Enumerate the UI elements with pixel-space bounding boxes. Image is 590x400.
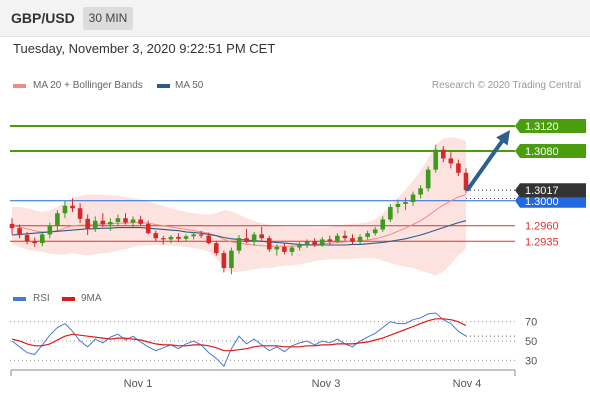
- candle-body: [403, 202, 408, 204]
- candle-body: [433, 149, 439, 170]
- level-label-1-2960: 1.2960: [525, 221, 559, 233]
- level-label-1-2935: 1.2935: [525, 236, 559, 248]
- candle-body: [425, 169, 431, 189]
- rsi-ma-line: [11, 318, 467, 352]
- level-label-1-3000: 1.3000: [525, 196, 559, 208]
- candle-body: [115, 218, 121, 222]
- ma50-legend-label: MA 50: [175, 80, 204, 91]
- candle-body: [77, 208, 83, 219]
- rsi-ma-legend-label: 9MA: [81, 293, 102, 304]
- candle-body: [9, 223, 15, 229]
- candle-body: [62, 205, 68, 214]
- x-axis-label: Nov 3: [312, 378, 341, 390]
- candle-body: [108, 221, 113, 225]
- candle-body: [297, 244, 302, 248]
- candle-body: [274, 246, 280, 250]
- candle-body: [304, 241, 310, 245]
- rsi-legend-swatch: [13, 297, 26, 301]
- copyright-notice: Research © 2020 Trading Central: [431, 80, 581, 91]
- candle-body: [463, 172, 469, 191]
- candle-body: [145, 223, 151, 234]
- symbol-title: GBP/USD: [11, 10, 75, 26]
- ma20-legend-swatch: [13, 84, 26, 88]
- candle-body: [92, 220, 98, 229]
- level-label-1-3120-box: [515, 119, 586, 134]
- forecast-arrow-shaft: [466, 139, 504, 192]
- candle-body: [17, 228, 22, 236]
- candle-body: [357, 236, 363, 242]
- candle-body: [410, 194, 416, 203]
- candle-body: [153, 233, 159, 239]
- candle-body: [191, 234, 196, 237]
- rsi-ma-legend-swatch: [62, 297, 75, 301]
- candle-body: [183, 236, 189, 239]
- last-price-label: 1.3017: [525, 185, 559, 197]
- candle-body: [456, 163, 461, 173]
- timestamp: Tuesday, November 3, 2020 9:22:51 PM CET: [13, 41, 276, 56]
- candle-body: [206, 235, 212, 244]
- candle-body: [47, 225, 53, 235]
- candle-body: [372, 229, 378, 234]
- candle-body: [138, 219, 143, 224]
- level-label-1-3080-box: [515, 143, 586, 158]
- x-axis-label: Nov 4: [453, 378, 482, 390]
- candle-body: [39, 234, 45, 244]
- candle-body: [350, 238, 355, 242]
- x-axis-label: Nov 1: [124, 378, 153, 390]
- rsi-tick-label: 50: [525, 336, 537, 348]
- candle-body: [441, 149, 446, 159]
- level-label-1-3120: 1.3120: [525, 121, 559, 133]
- candle-body: [221, 253, 227, 269]
- rsi-tick-label: 30: [525, 355, 537, 367]
- candle-body: [312, 241, 317, 245]
- candle-body: [70, 205, 75, 209]
- candle-body: [259, 234, 264, 239]
- level-label-1-3080: 1.3080: [525, 146, 559, 158]
- last-price-label-box: [515, 183, 586, 198]
- timeframe-button[interactable]: 30 MIN: [83, 7, 133, 30]
- ma50-legend-swatch: [157, 84, 170, 88]
- candle-body: [365, 233, 370, 237]
- candle-body: [100, 220, 106, 225]
- level-label-1-3000-box: [515, 193, 586, 208]
- candle-body: [244, 238, 249, 242]
- candle-body: [168, 236, 174, 240]
- forecast-arrow-head: [496, 130, 510, 146]
- candle-body: [266, 238, 272, 250]
- candle-body: [123, 218, 128, 223]
- candle-body: [32, 241, 37, 244]
- candle-body: [418, 188, 423, 195]
- candle-body: [319, 239, 325, 245]
- candle-body: [448, 158, 454, 164]
- candle-body: [229, 250, 234, 269]
- candle-body: [388, 207, 393, 220]
- candle-body: [335, 235, 340, 242]
- candle-body: [176, 236, 181, 239]
- rsi-tick-label: 70: [525, 317, 537, 329]
- candle-body: [130, 219, 136, 223]
- candle-body: [289, 247, 295, 252]
- candle-body: [161, 238, 166, 240]
- candle-body: [24, 235, 30, 242]
- candle-body: [342, 235, 348, 239]
- candle-body: [214, 243, 219, 254]
- candle-body: [282, 246, 287, 252]
- candle-body: [55, 213, 60, 226]
- candle-body: [236, 238, 242, 251]
- candle-body: [380, 219, 386, 230]
- rsi-line: [11, 312, 467, 367]
- candle-body: [395, 203, 401, 208]
- candle-body: [85, 218, 90, 229]
- candle-body: [327, 239, 333, 242]
- chart-header: GBP/USD 30 MIN: [0, 0, 590, 37]
- rsi-legend-label: RSI: [33, 293, 50, 304]
- candle-body: [198, 234, 204, 236]
- candle-body: [251, 234, 257, 242]
- ma20-legend-label: MA 20 + Bollinger Bands: [33, 80, 143, 91]
